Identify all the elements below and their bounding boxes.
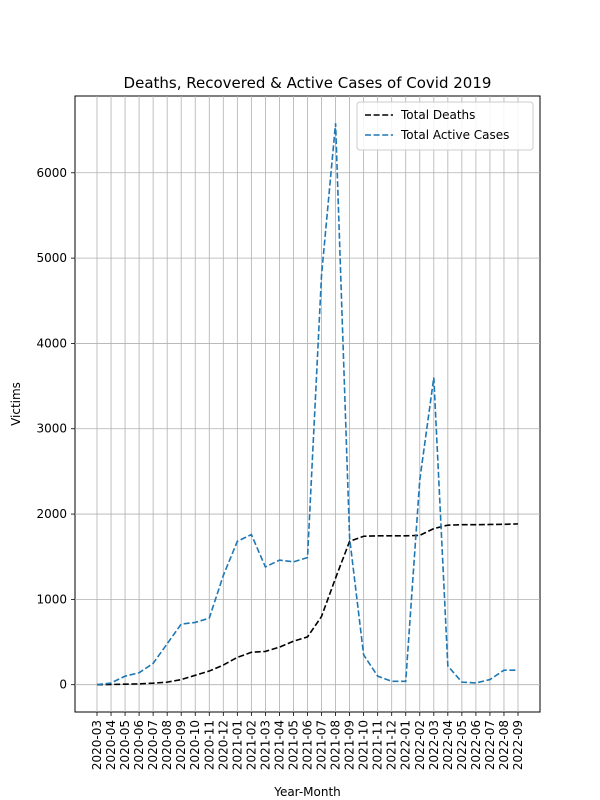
y-tick-label: 4000	[36, 336, 67, 350]
x-tick-label: 2020-08	[160, 720, 174, 770]
x-tick-label: 2022-02	[413, 720, 427, 770]
x-tick-label: 2020-07	[146, 720, 160, 770]
x-tick-label: 2022-09	[511, 720, 525, 770]
y-axis: 0 1000 2000 3000 4000 5000 6000	[36, 166, 75, 692]
x-tick-label: 2021-02	[244, 720, 258, 770]
y-tick-label: 5000	[36, 251, 67, 265]
x-tick-label: 2020-11	[202, 720, 216, 770]
series-line-1	[96, 123, 518, 686]
x-tick-label: 2021-03	[258, 720, 272, 770]
chart-title: Deaths, Recovered & Active Cases of Covi…	[124, 74, 492, 92]
x-tick-label: 2021-11	[371, 720, 385, 770]
x-tick-label: 2022-05	[455, 720, 469, 770]
x-axis-label: Year-Month	[273, 785, 341, 799]
x-tick-label: 2022-01	[399, 720, 413, 770]
legend-box	[356, 101, 534, 151]
y-axis-label: Victims	[9, 382, 23, 426]
x-tick-label: 2022-03	[427, 720, 441, 770]
y-tick-label: 2000	[36, 507, 67, 521]
x-tick-label: 2021-01	[230, 720, 244, 770]
y-tick-label: 3000	[36, 422, 67, 436]
y-tick-label: 0	[59, 678, 67, 692]
x-tick-label: 2020-10	[188, 720, 202, 770]
x-tick-label: 2020-03	[90, 720, 104, 770]
x-tick-label: 2022-04	[441, 720, 455, 770]
legend-label: Total Deaths	[400, 108, 475, 122]
legend-label: Total Active Cases	[400, 128, 509, 142]
gridlines	[75, 96, 540, 712]
series-lines	[96, 123, 519, 686]
legend: Total Deaths Total Active Cases	[356, 101, 534, 151]
x-tick-label: 2022-06	[469, 720, 483, 770]
x-tick-label: 2021-04	[272, 720, 286, 770]
x-tick-label: 2021-10	[357, 720, 371, 770]
x-tick-label: 2020-12	[216, 720, 230, 770]
x-tick-label: 2021-06	[301, 720, 315, 770]
x-tick-label: 2020-06	[132, 720, 146, 770]
x-tick-label: 2021-07	[315, 720, 329, 770]
x-tick-label: 2022-07	[483, 720, 497, 770]
x-tick-label: 2020-09	[174, 720, 188, 770]
x-tick-label: 2020-05	[118, 720, 132, 770]
x-tick-label: 2021-12	[385, 720, 399, 770]
x-tick-label: 2021-09	[343, 720, 357, 770]
x-tick-label: 2021-08	[329, 720, 343, 770]
y-tick-label: 6000	[36, 166, 67, 180]
x-tick-label: 2021-05	[286, 720, 300, 770]
x-tick-label: 2022-08	[497, 720, 511, 770]
series-line-0	[96, 523, 519, 686]
y-tick-label: 1000	[36, 592, 67, 606]
x-axis: 2020-03 2020-04 2020-05 2020-06 2020-07 2020-…	[90, 712, 525, 770]
x-tick-label: 2020-04	[104, 720, 118, 770]
